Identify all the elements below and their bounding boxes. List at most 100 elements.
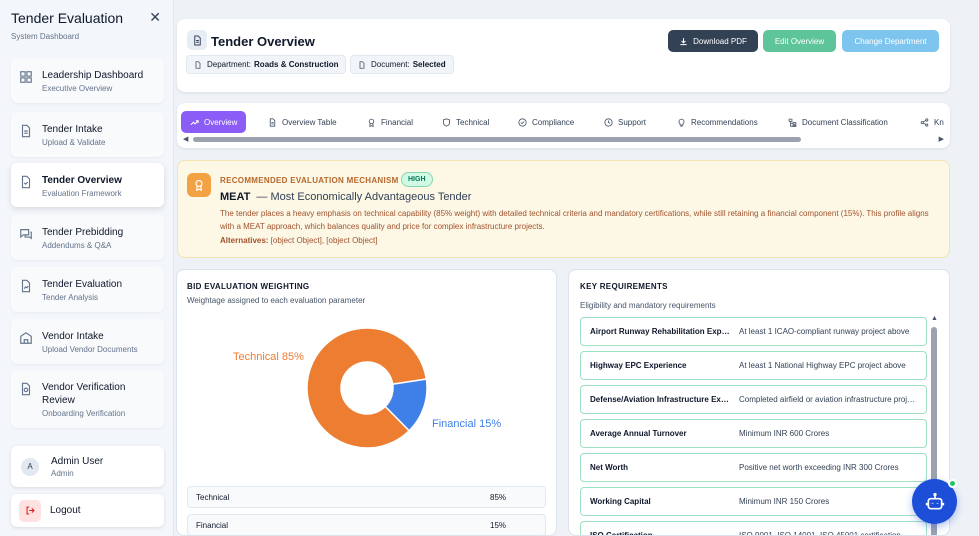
tab-label: Kn — [934, 117, 944, 127]
scroll-left-icon[interactable]: ◀ — [183, 136, 189, 143]
assistant-bot-button[interactable] — [912, 479, 957, 524]
requirement-value: At least 1 National Highway EPC project … — [739, 361, 906, 370]
sidebar-item-sub: Upload Vendor Documents — [42, 345, 138, 354]
award-icon — [187, 173, 211, 197]
file-check-icon — [21, 175, 31, 189]
bid-weighting-card: BID EVALUATION WEIGHTING Weightage assig… — [176, 269, 557, 536]
sidebar-header: Tender Evaluation System Dashboard ✕ — [0, 0, 173, 54]
requirement-name: Net Worth — [590, 463, 629, 472]
sidebar-item-label: Tender Evaluation — [42, 279, 123, 290]
logout-label: Logout — [50, 505, 81, 516]
donut-slice-technical[interactable] — [306, 327, 428, 449]
recommendation-card: RECOMMENDED EVALUATION MECHANISM HIGH ME… — [177, 160, 950, 258]
scroll-right-icon[interactable]: ▶ — [938, 136, 944, 143]
sidebar-item-sub: Onboarding Verification — [42, 409, 126, 418]
document-icon — [269, 117, 276, 127]
requirement-value: ISO 9001, ISO 14001, ISO 45001 certifica… — [739, 531, 901, 536]
requirements-subtitle: Eligibility and mandatory requirements — [580, 301, 716, 310]
weighting-row: Financial 15% — [187, 514, 546, 535]
page-title: Tender Overview — [211, 34, 315, 49]
confidence-badge: HIGH — [401, 172, 433, 187]
shield-icon — [442, 117, 451, 127]
sidebar-item-tender-overview[interactable]: Tender Overview Evaluation Framework — [11, 163, 164, 207]
tab-label: Financial — [381, 117, 414, 127]
scroll-up-icon[interactable]: ▲ — [931, 315, 938, 322]
requirements-scrollbar[interactable]: ▲ — [931, 315, 938, 535]
sidebar-item-leadership-dashboard[interactable]: Leadership Dashboard Executive Overview — [11, 58, 164, 103]
tab-compliance[interactable]: Compliance — [518, 111, 574, 133]
sidebar-item-sub: Executive Overview — [42, 84, 113, 93]
alternatives-value: [object Object], [object Object] — [270, 236, 378, 245]
weighting-subtitle: Weightage assigned to each evaluation pa… — [187, 296, 366, 305]
requirement-value: Minimum INR 150 Crores — [739, 497, 830, 506]
change-department-button[interactable]: Change Department — [842, 30, 939, 52]
scroll-thumb[interactable] — [193, 137, 801, 142]
weighting-name: Technical — [196, 492, 230, 502]
sidebar: Tender Evaluation System Dashboard ✕ Lea… — [0, 0, 174, 536]
tab-scrollbar[interactable]: ◀ ▶ — [181, 136, 946, 143]
tab-overview-table[interactable]: Overview Table — [268, 111, 337, 133]
sidebar-item-sub: Tender Analysis — [42, 293, 99, 302]
sidebar-item-tender-evaluation[interactable]: Tender Evaluation Tender Analysis — [11, 267, 164, 312]
technical-slice-label: Technical 85% — [233, 351, 304, 363]
requirement-name: Average Annual Turnover — [590, 429, 687, 438]
requirement-row: Defense/Aviation Infrastructure Experien… — [580, 385, 927, 414]
lightbulb-icon — [678, 118, 685, 127]
alternatives-line: Alternatives: [object Object], [object O… — [220, 236, 377, 245]
sidebar-item-label: Tender Overview — [42, 175, 122, 186]
recommendation-heading: RECOMMENDED EVALUATION MECHANISM — [220, 176, 399, 185]
tab-label: Document Classification — [802, 117, 888, 127]
requirement-value: Positive net worth exceeding INR 300 Cro… — [739, 463, 899, 472]
avatar: A — [21, 457, 39, 476]
department-value: Roads & Construction — [254, 60, 339, 69]
tab-label: Recommendations — [691, 117, 758, 127]
sidebar-item-tender-prebidding[interactable]: Tender Prebidding Addendums & Q&A — [11, 215, 164, 260]
requirement-row: Average Annual Turnover Minimum INR 600 C… — [580, 419, 927, 448]
logout-button[interactable]: Logout — [11, 494, 164, 527]
sidebar-item-vendor-intake[interactable]: Vendor Intake Upload Vendor Documents — [11, 319, 164, 364]
trend-icon — [190, 119, 199, 125]
requirement-name: Airport Runway Rehabilitation Experience — [590, 327, 733, 336]
download-pdf-button[interactable]: Download PDF — [668, 30, 758, 52]
tab-support[interactable]: Support — [604, 111, 646, 133]
folder-tree-icon — [788, 118, 797, 127]
alternatives-label: Alternatives: — [220, 236, 269, 245]
key-requirements-card: KEY REQUIREMENTS Eligibility and mandato… — [568, 269, 950, 536]
tab-knowledge[interactable]: Kn — [920, 111, 944, 133]
requirement-row: Net Worth Positive net worth exceeding IN… — [580, 453, 927, 482]
requirement-row: Working Capital Minimum INR 150 Crores — [580, 487, 927, 516]
sidebar-item-sub: Addendums & Q&A — [42, 241, 112, 250]
sidebar-item-label: Leadership Dashboard — [42, 70, 144, 81]
scroll-thumb[interactable] — [931, 327, 937, 535]
tab-label: Support — [618, 117, 647, 127]
building-icon — [20, 332, 32, 344]
tab-label: Compliance — [532, 117, 575, 127]
sidebar-item-label: Vendor Verification Review — [42, 382, 126, 406]
sidebar-item-sub: Upload & Validate — [42, 138, 106, 147]
requirement-row: ISO Certification ISO 9001, ISO 14001, IS… — [580, 521, 927, 536]
document-icon — [187, 30, 207, 50]
close-icon[interactable]: ✕ — [149, 9, 161, 25]
requirement-value: At least 1 ICAO-compliant runway project… — [739, 327, 910, 336]
sidebar-item-sub: Evaluation Framework — [42, 189, 122, 198]
user-card[interactable]: A Admin User Admin — [11, 446, 164, 487]
tab-document-classification[interactable]: Document Classification — [788, 111, 888, 133]
mechanism-full-name: — Most Economically Advantageous Tender — [256, 191, 472, 203]
tab-financial[interactable]: Financial — [367, 111, 413, 133]
tab-overview[interactable]: Overview — [181, 111, 247, 133]
weighting-name: Financial — [196, 520, 229, 530]
sidebar-item-label: Vendor Intake — [42, 331, 104, 342]
tab-technical[interactable]: Technical — [442, 111, 489, 133]
share-icon — [920, 117, 929, 127]
file-icon — [359, 60, 365, 69]
requirement-name: Highway EPC Experience — [590, 361, 687, 370]
sidebar-item-tender-intake[interactable]: Tender Intake Upload & Validate — [11, 112, 164, 157]
financial-slice-label: Financial 15% — [432, 418, 502, 430]
edit-overview-button[interactable]: Edit Overview — [763, 30, 836, 52]
document-value: Selected — [412, 60, 446, 69]
sidebar-title: Tender Evaluation — [11, 10, 124, 26]
recommendation-description: The tender places a heavy emphasis on te… — [220, 209, 929, 231]
sidebar-item-vendor-verification-review[interactable]: Vendor Verification Review Onboarding Ver… — [11, 370, 164, 428]
requirement-row: Airport Runway Rehabilitation Experience… — [580, 317, 927, 346]
tab-recommendations[interactable]: Recommendations — [677, 111, 758, 133]
